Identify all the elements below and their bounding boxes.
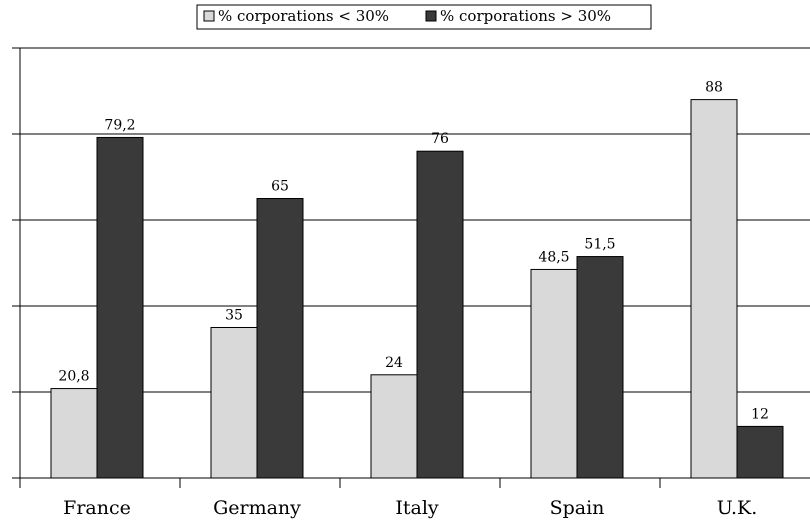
- data-label: 24: [385, 355, 403, 371]
- data-label: 79,2: [104, 117, 135, 133]
- x-tick-label: Spain: [550, 497, 605, 519]
- bar: [210, 327, 258, 479]
- data-label: 88: [705, 80, 723, 96]
- data-label: 35: [225, 308, 243, 324]
- legend-label: % corporations < 30%: [218, 7, 389, 25]
- bar: [416, 150, 464, 479]
- legend-swatch: [425, 10, 437, 22]
- bar: [736, 425, 784, 479]
- x-tick-label: France: [63, 497, 131, 519]
- bar: [530, 268, 578, 479]
- data-label: 65: [271, 179, 289, 195]
- bar: [50, 388, 98, 479]
- bar: [690, 99, 738, 479]
- x-tick-label: U.K.: [717, 497, 758, 519]
- bar: [96, 136, 144, 479]
- bar: [576, 256, 624, 479]
- legend-box: [196, 4, 652, 30]
- x-tick-label: Italy: [395, 497, 439, 519]
- bar: [256, 198, 304, 479]
- bar: [370, 374, 418, 479]
- data-label: 76: [431, 131, 449, 147]
- data-label: 48,5: [538, 249, 569, 265]
- data-label: 12: [751, 406, 769, 422]
- x-tick-label: Germany: [213, 497, 301, 519]
- data-label: 51,5: [584, 237, 615, 253]
- data-label: 20,8: [58, 369, 89, 385]
- legend-label: % corporations > 30%: [440, 7, 611, 25]
- legend-swatch: [203, 10, 215, 22]
